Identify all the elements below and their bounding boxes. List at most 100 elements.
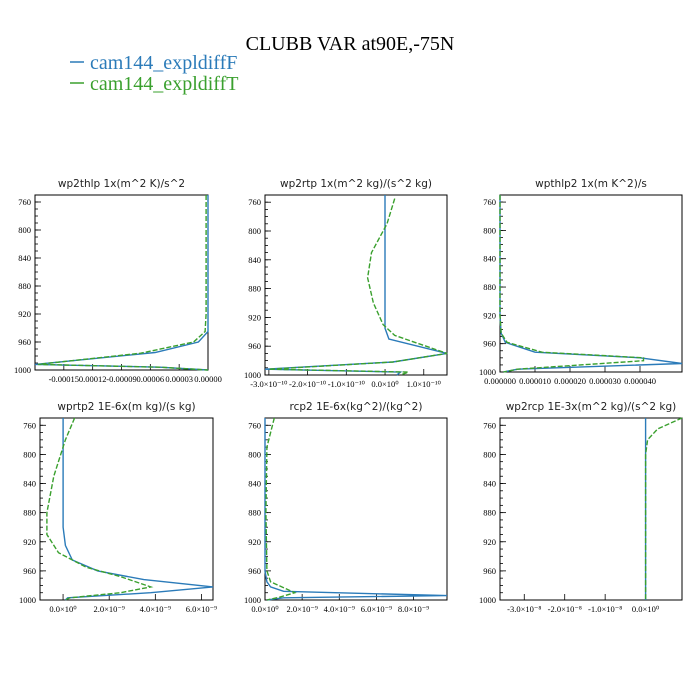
y-tick-label: 760	[248, 197, 261, 207]
x-tick-label: -0.00009	[106, 374, 136, 384]
x-tick-label: 4.0×10⁻⁹	[324, 604, 355, 614]
y-tick-label: 960	[248, 341, 261, 351]
y-tick-label: 760	[23, 420, 36, 430]
figure-title: CLUBB VAR at90E,-75N	[246, 33, 455, 55]
panel-1: wp2thlp 1x(m^2 K)/s^2 760 800 840 880 920 960 1…	[14, 178, 222, 384]
x-tick-label: 2.0×10⁻⁹	[94, 604, 125, 614]
panel-title: wp2rcp 1E-3x(m^2 kg)/(s^2 kg)	[506, 401, 677, 413]
panel-frame	[264, 194, 448, 376]
x-tick-label: -1.0×10⁻⁸	[588, 604, 622, 614]
panel-title: wprtp2 1E-6x(m kg)/(s kg)	[57, 401, 195, 413]
panel-3: wpthlp2 1x(m K^2)/s 760 800 840 880 920 960 100…	[479, 178, 683, 386]
x-tick-label: 0.0×10⁰	[251, 604, 279, 614]
y-tick-label: 840	[248, 479, 261, 489]
panel-frame	[499, 417, 683, 601]
x-tick-label: 6.0×10⁻⁹	[361, 604, 392, 614]
y-tick-label: 880	[248, 508, 261, 518]
panel-2: wp2rtp 1x(m^2 kg)/(s^2 kg) 760 800 840 880 92…	[244, 178, 448, 389]
x-tick-label: -3.0×10⁻¹⁰	[250, 379, 288, 389]
y-tick-label: 840	[23, 479, 36, 489]
x-tick-label: 0.00012	[79, 374, 107, 384]
y-tick-label: 920	[23, 537, 36, 547]
x-tick-label: 0.000030	[589, 376, 621, 386]
y-tick-label: 880	[23, 508, 36, 518]
legend-label-2: cam144_expldiffT	[90, 73, 238, 95]
y-tick-label: 920	[18, 309, 31, 319]
y-tick-label: 800	[483, 225, 496, 235]
y-tick-label: 840	[483, 254, 496, 264]
legend-label-1: cam144_expldiffF	[90, 52, 237, 74]
y-tick-label: 960	[483, 339, 496, 349]
panel-title: wpthlp2 1x(m K^2)/s	[535, 178, 647, 190]
y-tick-label: 920	[483, 310, 496, 320]
series-line-2	[46, 417, 154, 601]
series-line-2	[37, 195, 209, 371]
x-tick-label: -1.0×10⁻¹⁰	[328, 379, 366, 389]
y-tick-label: 800	[483, 449, 496, 459]
x-tick-label: 0.00000	[194, 374, 222, 384]
x-tick-label: 0.0×10⁰	[632, 604, 660, 614]
x-tick-label: 1.0×10⁻¹⁰	[407, 379, 442, 389]
y-tick-label: 920	[248, 312, 261, 322]
panels: wp2thlp 1x(m^2 K)/s^2 760 800 840 880 920 960 1…	[14, 178, 683, 614]
panel-frame	[499, 194, 683, 373]
x-tick-label: 0.0×10⁰	[49, 604, 77, 614]
panel-title: wp2thlp 1x(m^2 K)/s^2	[58, 178, 185, 190]
x-tick-label: 4.0×10⁻⁹	[140, 604, 171, 614]
y-tick-label: 880	[18, 281, 31, 291]
x-tick-label: 2.0×10⁻⁹	[286, 604, 317, 614]
panel-title: rcp2 1E-6x(kg^2)/(kg^2)	[290, 401, 423, 413]
x-tick-label: 8.0×10⁻⁹	[398, 604, 429, 614]
panel-title: wp2rtp 1x(m^2 kg)/(s^2 kg)	[280, 178, 432, 190]
y-tick-label: 880	[483, 508, 496, 518]
y-tick-label: 880	[483, 282, 496, 292]
y-tick-label: 1000	[479, 595, 496, 605]
series-line-1	[264, 418, 448, 601]
series-line-2	[265, 417, 297, 601]
series-line-1	[62, 418, 214, 601]
y-tick-label: 1000	[14, 365, 31, 375]
panel-4: wprtp2 1E-6x(m kg)/(s kg) 760 800 840 880 920…	[19, 401, 217, 614]
legend-entry-2: cam144_expldiffT	[70, 73, 238, 95]
legend: cam144_expldiffF cam144_expldiffT	[70, 52, 238, 95]
y-tick-label: 760	[18, 197, 31, 207]
legend-entry-1: cam144_expldiffF	[70, 52, 237, 74]
panel-6: wp2rcp 1E-3x(m^2 kg)/(s^2 kg) 760 800 840 88…	[479, 401, 683, 614]
y-tick-label: 760	[248, 420, 261, 430]
y-tick-label: 920	[483, 537, 496, 547]
series-line-1	[499, 195, 683, 373]
y-tick-label: 960	[483, 566, 496, 576]
y-tick-label: 800	[248, 449, 261, 459]
y-tick-label: 920	[248, 537, 261, 547]
x-tick-label: 0.000000	[484, 376, 516, 386]
series-line-1	[264, 195, 448, 376]
x-tick-label: -0.00015	[49, 374, 79, 384]
series-line-2	[644, 417, 683, 600]
x-tick-label: 0.00006	[137, 374, 165, 384]
x-tick-label: 0.0×10⁰	[371, 379, 399, 389]
y-tick-label: 800	[18, 225, 31, 235]
y-tick-label: 1000	[19, 595, 36, 605]
y-tick-label: 840	[483, 479, 496, 489]
y-tick-label: 840	[248, 255, 261, 265]
series-line-2	[268, 198, 448, 376]
x-tick-label: -2.0×10⁻⁸	[548, 604, 582, 614]
x-tick-label: 0.000020	[554, 376, 586, 386]
x-tick-label: 0.000040	[624, 376, 656, 386]
y-tick-label: 760	[483, 197, 496, 207]
y-tick-label: 960	[18, 337, 31, 347]
x-tick-label: 0.00003	[165, 374, 193, 384]
y-tick-label: 960	[23, 566, 36, 576]
y-tick-label: 760	[483, 420, 496, 430]
y-tick-label: 1000	[244, 370, 261, 380]
y-tick-label: 1000	[479, 367, 496, 377]
y-tick-label: 800	[248, 226, 261, 236]
panel-frame	[264, 417, 448, 601]
panel-5: rcp2 1E-6x(kg^2)/(kg^2) 760 800 840 880 920 96…	[244, 401, 448, 614]
x-tick-label: -2.0×10⁻¹⁰	[289, 379, 327, 389]
panel-frame	[39, 417, 214, 601]
y-tick-label: 880	[248, 284, 261, 294]
x-tick-label: -3.0×10⁻⁸	[507, 604, 541, 614]
x-tick-label: 6.0×10⁻⁹	[186, 604, 217, 614]
